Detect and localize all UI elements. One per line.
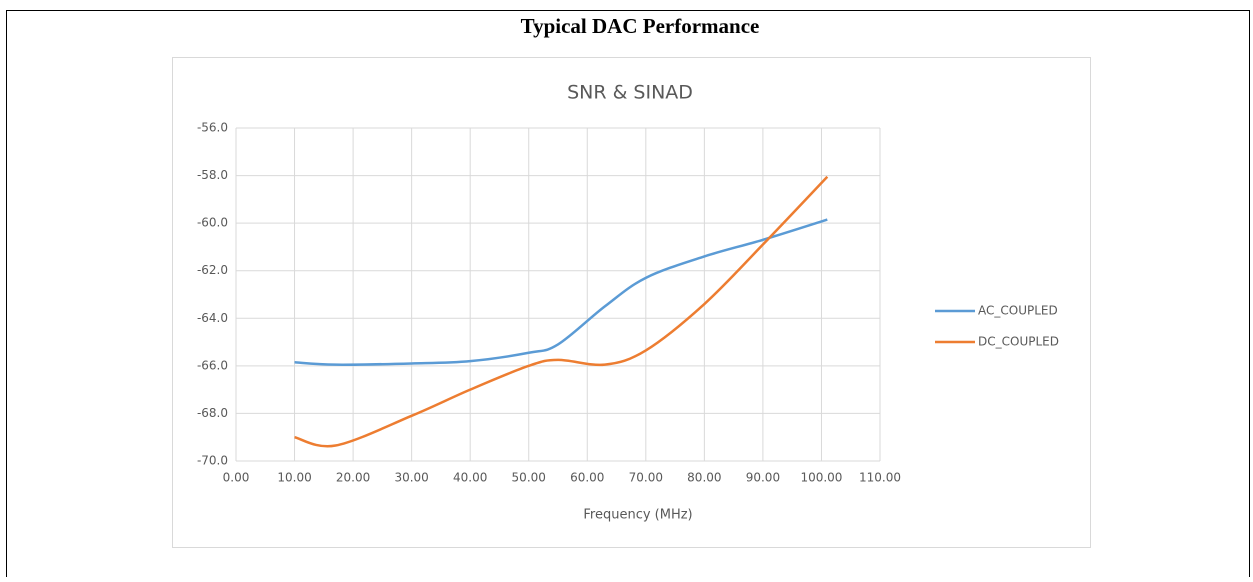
y-tick-label: -70.0 <box>197 454 228 468</box>
legend-label: DC_COUPLED <box>978 335 1059 349</box>
x-tick-label: 60.00 <box>570 471 604 485</box>
x-tick-label: 10.00 <box>277 471 311 485</box>
x-tick-label: 70.00 <box>629 471 663 485</box>
x-axis-label: Frequency (MHz) <box>583 508 692 523</box>
x-tick-label: 50.00 <box>512 471 546 485</box>
y-tick-label: -64.0 <box>197 311 228 325</box>
x-tick-label: 30.00 <box>394 471 428 485</box>
y-tick-label: -56.0 <box>197 121 228 135</box>
series-line <box>294 175 829 448</box>
x-tick-label: 0.00 <box>223 471 250 485</box>
x-tick-label: 20.00 <box>336 471 370 485</box>
y-tick-label: -58.0 <box>197 168 228 182</box>
chart-title: SNR & SINAD <box>567 82 693 104</box>
chart-frame <box>172 57 1091 548</box>
x-tick-label: 100.00 <box>800 471 842 485</box>
x-tick-label: 80.00 <box>687 471 721 485</box>
y-tick-label: -62.0 <box>197 263 228 277</box>
x-tick-label: 40.00 <box>453 471 487 485</box>
x-tick-label: 110.00 <box>859 471 901 485</box>
document-frame <box>6 10 1250 582</box>
y-tick-label: -60.0 <box>197 216 228 230</box>
series-line <box>294 218 828 366</box>
y-tick-label: -68.0 <box>197 406 228 420</box>
document-title: Typical DAC Performance <box>521 14 760 38</box>
legend-label: AC_COUPLED <box>978 304 1058 318</box>
y-tick-label: -66.0 <box>197 358 228 372</box>
x-tick-label: 90.00 <box>746 471 780 485</box>
